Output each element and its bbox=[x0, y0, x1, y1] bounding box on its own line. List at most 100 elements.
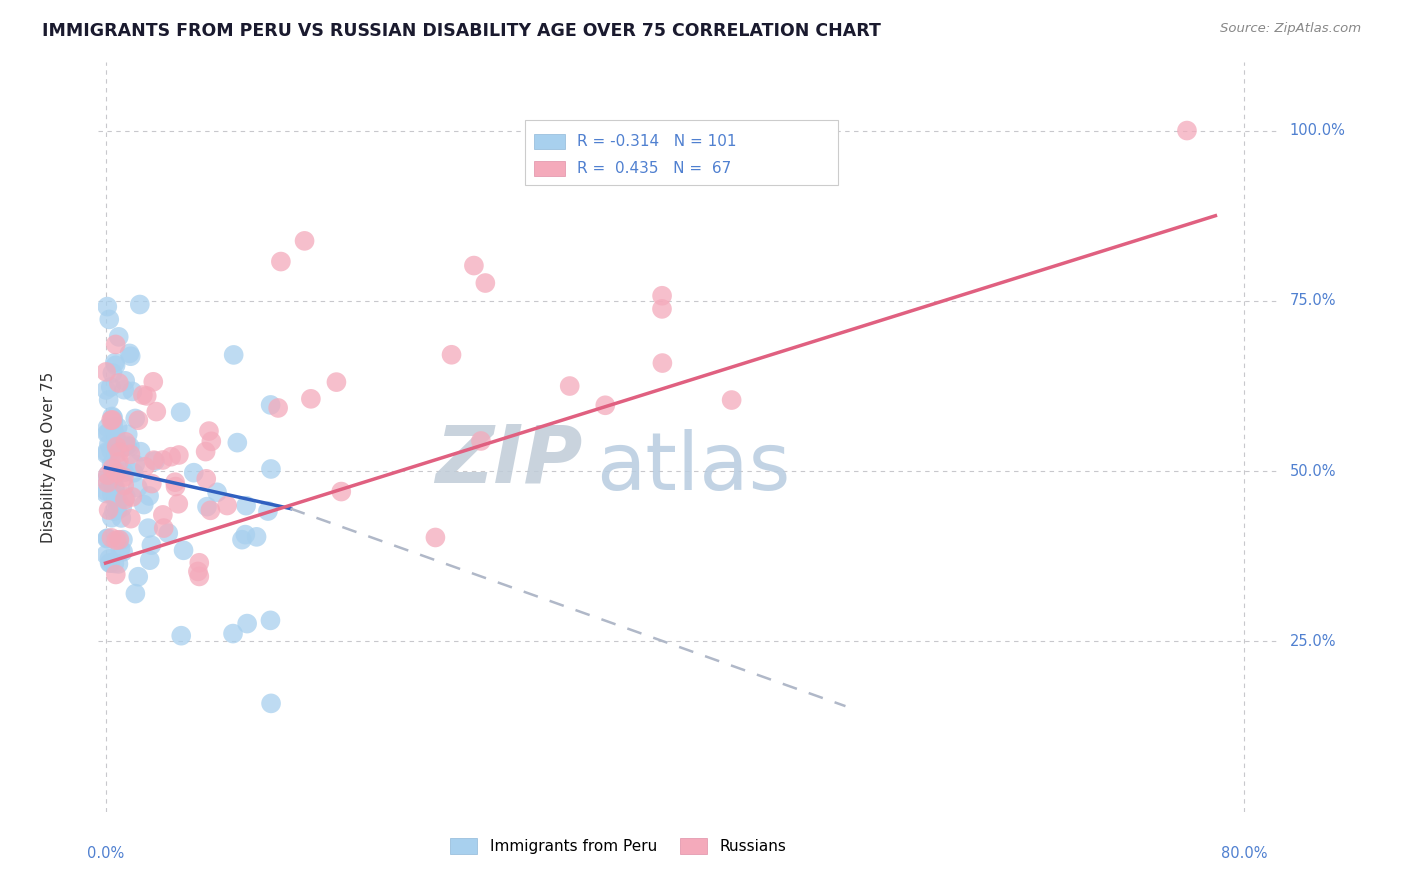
Point bbox=[195, 472, 218, 486]
Point bbox=[104, 493, 127, 508]
Point bbox=[94, 383, 117, 397]
Point bbox=[101, 366, 124, 380]
Point bbox=[127, 413, 149, 427]
Point bbox=[470, 434, 492, 448]
Point bbox=[117, 427, 139, 442]
Point bbox=[98, 312, 121, 326]
Point bbox=[112, 478, 135, 492]
Point bbox=[104, 337, 127, 351]
Point bbox=[124, 458, 146, 472]
Point bbox=[104, 567, 127, 582]
Point bbox=[165, 475, 187, 490]
Point bbox=[157, 526, 180, 541]
Point bbox=[187, 565, 209, 579]
Point bbox=[96, 484, 118, 499]
Point bbox=[651, 289, 673, 303]
Point bbox=[138, 489, 160, 503]
Point bbox=[173, 543, 195, 558]
Point bbox=[124, 587, 146, 601]
Point bbox=[107, 330, 129, 344]
Point bbox=[226, 435, 249, 450]
Point bbox=[222, 348, 245, 362]
Point bbox=[145, 404, 167, 418]
Point bbox=[720, 392, 742, 407]
FancyBboxPatch shape bbox=[526, 120, 838, 185]
Bar bbox=[534, 161, 565, 177]
Point bbox=[100, 443, 122, 458]
Point bbox=[651, 356, 673, 370]
Point bbox=[96, 426, 118, 441]
Bar bbox=[534, 134, 565, 149]
Point bbox=[118, 346, 141, 360]
Point bbox=[97, 437, 120, 451]
Point bbox=[1175, 123, 1198, 137]
Legend: Immigrants from Peru, Russians: Immigrants from Peru, Russians bbox=[444, 832, 793, 860]
Point bbox=[325, 375, 347, 389]
Point bbox=[167, 497, 190, 511]
Point bbox=[104, 356, 127, 370]
Point bbox=[425, 531, 447, 545]
Point bbox=[103, 420, 125, 434]
Point bbox=[105, 456, 128, 470]
Point bbox=[105, 431, 128, 445]
Point bbox=[127, 481, 149, 495]
Point bbox=[330, 484, 353, 499]
Point bbox=[118, 440, 141, 454]
Point bbox=[107, 533, 129, 548]
Point bbox=[111, 533, 134, 547]
Point bbox=[112, 470, 135, 484]
Point bbox=[97, 426, 120, 441]
Point bbox=[200, 434, 222, 449]
Point bbox=[294, 234, 316, 248]
Point bbox=[114, 374, 136, 388]
Point bbox=[107, 420, 129, 434]
Point bbox=[101, 461, 124, 475]
Point bbox=[100, 510, 122, 524]
Point bbox=[121, 490, 143, 504]
Point bbox=[198, 424, 221, 438]
Point bbox=[259, 398, 281, 412]
Point bbox=[299, 392, 322, 406]
Point bbox=[132, 388, 155, 402]
Point bbox=[260, 462, 283, 476]
Point bbox=[121, 384, 143, 399]
Point bbox=[104, 428, 127, 442]
Point bbox=[135, 389, 157, 403]
Point bbox=[96, 473, 118, 487]
Point bbox=[94, 365, 117, 379]
Text: 75.0%: 75.0% bbox=[1289, 293, 1336, 309]
Point bbox=[107, 494, 129, 508]
Text: 50.0%: 50.0% bbox=[1289, 464, 1336, 479]
Point bbox=[94, 486, 117, 500]
Point bbox=[260, 697, 283, 711]
Point bbox=[101, 409, 124, 424]
Point bbox=[108, 445, 131, 459]
Point bbox=[120, 447, 142, 461]
Point bbox=[169, 405, 191, 419]
Point bbox=[233, 527, 256, 541]
Point bbox=[114, 492, 136, 507]
Point bbox=[96, 420, 118, 434]
Point bbox=[152, 453, 174, 467]
Point bbox=[152, 521, 174, 535]
Point bbox=[114, 440, 136, 454]
Point bbox=[160, 450, 183, 464]
Point bbox=[139, 553, 162, 567]
Point bbox=[217, 499, 239, 513]
Text: R = -0.314   N = 101: R = -0.314 N = 101 bbox=[576, 134, 735, 149]
Text: atlas: atlas bbox=[596, 429, 790, 507]
Point bbox=[110, 511, 132, 525]
Point bbox=[205, 485, 228, 500]
Point bbox=[558, 379, 581, 393]
Point bbox=[134, 459, 156, 474]
Point bbox=[152, 508, 174, 522]
Point bbox=[270, 254, 292, 268]
Point bbox=[108, 533, 131, 547]
Point bbox=[132, 498, 155, 512]
Text: Source: ZipAtlas.com: Source: ZipAtlas.com bbox=[1220, 22, 1361, 36]
Point bbox=[103, 415, 125, 429]
Point bbox=[98, 551, 121, 566]
Point bbox=[96, 475, 118, 490]
Point bbox=[235, 499, 257, 513]
Point bbox=[112, 544, 135, 558]
